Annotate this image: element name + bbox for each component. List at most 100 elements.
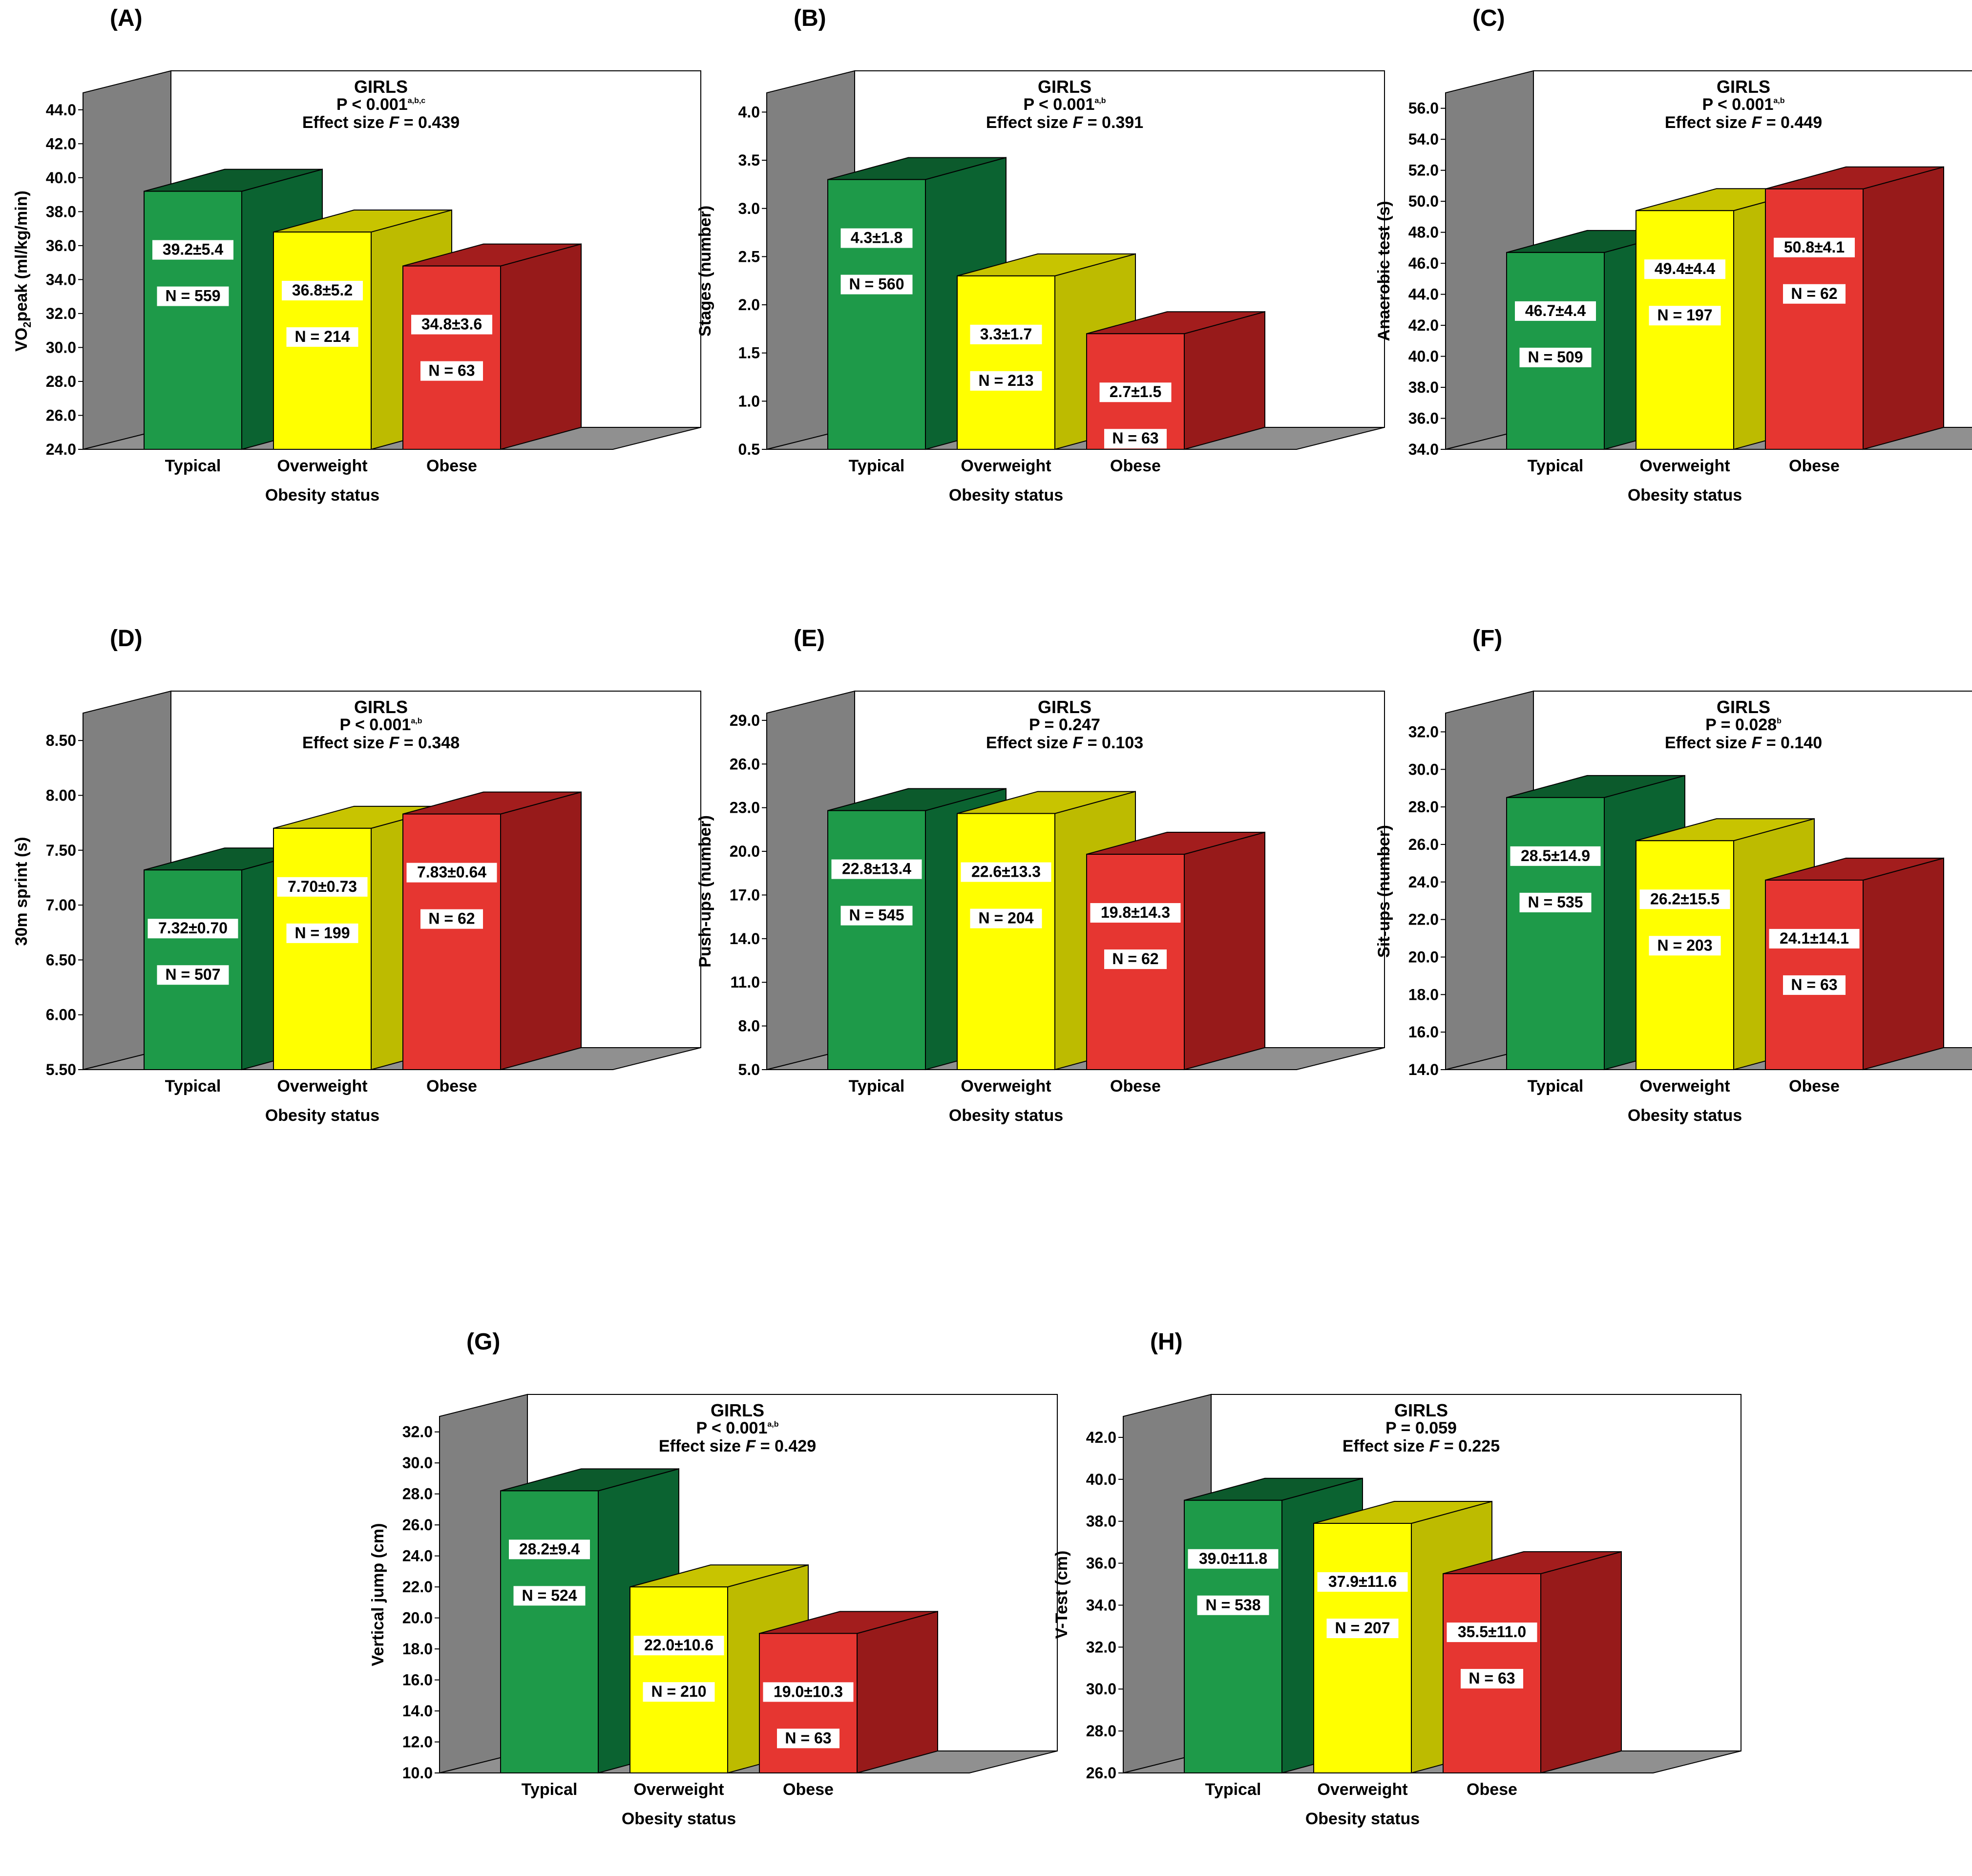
group-title: GIRLS	[354, 697, 408, 717]
bar-front	[1184, 1499, 1282, 1773]
y-tick-label: 8.50	[46, 732, 76, 749]
data-label-bg	[152, 240, 233, 260]
x-tick-label: Obese	[1467, 1780, 1517, 1799]
y-tick-label: 32.0	[1086, 1638, 1116, 1656]
data-label-bg	[411, 315, 492, 335]
n-label-bg	[1104, 429, 1167, 449]
data-label-bg	[1644, 259, 1725, 279]
y-tick-label: 17.0	[730, 886, 760, 904]
data-label: 46.7±4.4	[1525, 302, 1586, 319]
data-label: 28.2±9.4	[519, 1540, 580, 1558]
n-label: N = 509	[1528, 348, 1583, 366]
data-label-bg	[1090, 903, 1181, 923]
x-axis-label: Obesity status	[265, 1106, 379, 1125]
panel-letter: (B)	[794, 5, 826, 31]
y-tick-label: 16.0	[1408, 1023, 1439, 1041]
n-label-bg	[286, 923, 358, 943]
y-tick-label: 7.00	[46, 896, 76, 914]
n-label-bg	[1649, 936, 1721, 956]
data-label-bg	[282, 281, 363, 301]
n-label: N = 62	[428, 910, 475, 927]
y-tick-label: 38.0	[1086, 1513, 1116, 1530]
chart-panel: (G) 10.0 12.0 14.0 16.0 18.0 20.0 22.0 24.0 26.0 2…	[357, 1324, 1058, 1871]
panel-letter: (G)	[466, 1329, 501, 1355]
y-tick-label: 14.0	[402, 1702, 433, 1720]
y-tick-label: 5.0	[738, 1061, 760, 1078]
x-tick-label: Typical	[1205, 1780, 1261, 1799]
bar-front	[957, 275, 1055, 450]
bar-side	[500, 791, 582, 1071]
y-tick-label: 50.0	[1408, 192, 1439, 210]
y-axis-label: 30m sprint (s)	[12, 837, 31, 946]
n-label: N = 63	[785, 1729, 831, 1747]
y-tick-label: 11.0	[730, 973, 760, 991]
effect-size-symbol: F	[1429, 1437, 1440, 1455]
effect-size: Effect size F = 0.439	[302, 113, 460, 132]
chart-panel: (A) 24.0 26.0 28.0 30.0 32.0 34.0 36.0 38.0 40.0 4…	[0, 0, 701, 547]
y-tick-label: 3.5	[738, 151, 760, 169]
y-tick-label: 28.0	[1408, 798, 1439, 816]
chart-panel: (D) 5.50 6.00 6.50 7.00 7.50 8.00 8.50 30m sprin…	[0, 620, 701, 1167]
group-title: GIRLS	[354, 77, 408, 97]
x-tick-label: Typical	[165, 1077, 221, 1096]
n-label-bg	[970, 371, 1042, 391]
x-tick-label: Typical	[165, 457, 221, 475]
y-label-text: Anaerobic test (s)	[1375, 201, 1393, 341]
data-label: 19.8±14.3	[1101, 904, 1170, 921]
bar-front	[500, 1490, 599, 1773]
data-label: 49.4±4.4	[1655, 260, 1716, 277]
n-label-bg	[970, 908, 1042, 928]
chart-panel: (F) 14.0 16.0 18.0 20.0 22.0 24.0 26.0 28.0 30.0 3…	[1363, 620, 1972, 1167]
y-tick-label: 1.5	[738, 344, 760, 362]
p-value: P < 0.001a,b,c	[336, 95, 425, 114]
n-label: N = 545	[849, 906, 904, 924]
y-tick-label: 20.0	[402, 1609, 433, 1627]
y-tick-label: 24.0	[402, 1547, 433, 1565]
y-tick-label: 42.0	[1408, 316, 1439, 334]
n-label: N = 63	[1791, 976, 1837, 993]
effect-size-symbol: F	[746, 1437, 756, 1455]
y-tick-label: 22.0	[402, 1578, 433, 1596]
n-label-bg	[1197, 1595, 1269, 1615]
x-tick-label: Typical	[849, 1077, 905, 1096]
data-label-bg	[277, 877, 368, 897]
chart-panel: (C) 34.0 36.0 38.0 40.0 42.0 44.0 46.0 48.0 50.0 5…	[1363, 0, 1972, 547]
chart-svg: 5.50 6.00 6.50 7.00 7.50 8.00 8.50 30m sprint (…	[12, 690, 701, 1125]
data-label-bg	[1099, 382, 1172, 402]
n-label: N = 197	[1657, 306, 1713, 324]
y-tick-label: 44.0	[1408, 286, 1439, 303]
y-tick-label: 52.0	[1408, 162, 1439, 179]
x-tick-label: Overweight	[277, 1077, 367, 1096]
y-label-text: 30m sprint (s)	[12, 837, 31, 946]
y-tick-label: 0.5	[738, 441, 760, 458]
p-value-superscript: a,b,c	[408, 97, 426, 105]
data-label: 50.8±4.1	[1784, 238, 1845, 256]
y-tick-label: 36.0	[46, 237, 76, 254]
effect-size-value: = 0.391	[1083, 113, 1143, 132]
effect-size-symbol: F	[1752, 734, 1762, 752]
effect-size-prefix: Effect size	[1665, 113, 1752, 132]
panel-letter: (E)	[794, 626, 825, 652]
data-label: 39.0±11.8	[1199, 1550, 1267, 1567]
y-tick-label: 30.0	[402, 1454, 433, 1472]
effect-size-value: = 0.103	[1083, 734, 1143, 752]
effect-size-prefix: Effect size	[302, 734, 389, 752]
y-tick-label: 6.50	[46, 951, 76, 969]
p-value: P = 0.028b	[1705, 716, 1782, 734]
bar-front	[629, 1586, 728, 1773]
p-value-text: P < 0.001	[696, 1419, 767, 1437]
y-label-text: Stages (number)	[696, 206, 714, 337]
effect-size-value: = 0.429	[755, 1437, 816, 1455]
data-label: 7.83±0.64	[417, 864, 486, 881]
x-tick-label: Obese	[1110, 457, 1161, 475]
y-tick-label: 2.5	[738, 248, 760, 265]
effect-size: Effect size F = 0.140	[1665, 734, 1822, 752]
x-tick-label: Obese	[426, 457, 477, 475]
effect-size-symbol: F	[1073, 113, 1084, 132]
y-tick-label: 38.0	[46, 203, 76, 220]
x-tick-label: Obese	[783, 1780, 834, 1799]
bar-obese: 2.7±1.5 N = 63	[1086, 311, 1265, 450]
n-label: N = 535	[1528, 893, 1583, 911]
y-tick-label: 22.0	[1408, 911, 1439, 928]
bar-front	[827, 810, 926, 1071]
